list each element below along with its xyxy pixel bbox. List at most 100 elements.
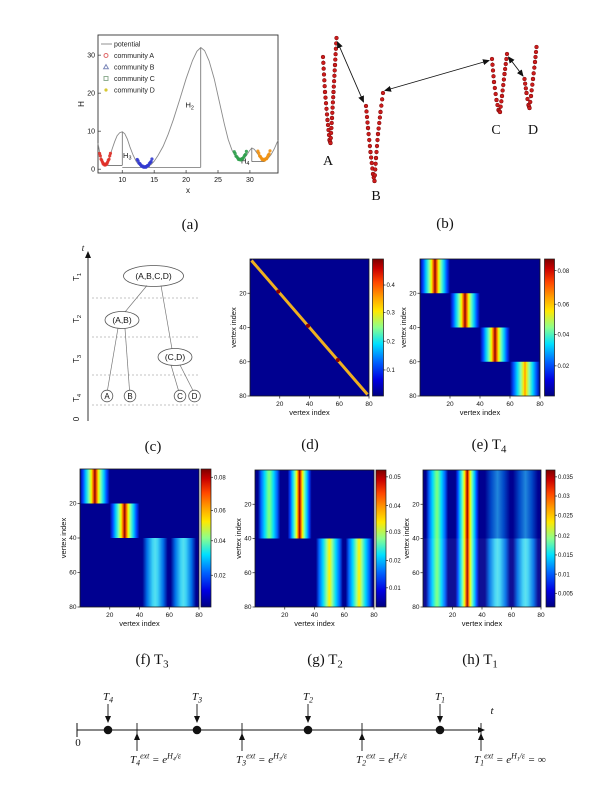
y-tick-label: 60 (409, 359, 417, 366)
barrier-annotation: H3 (105, 131, 131, 166)
vertex-dot (321, 60, 326, 65)
vertex-dot (525, 96, 530, 102)
colorbar (544, 258, 555, 397)
vertex-dot (367, 137, 372, 143)
vertex-dot (532, 59, 538, 65)
heatmap-band (510, 361, 540, 396)
event-dot (103, 725, 113, 735)
vertex-dot (321, 66, 326, 71)
heatmap-band (480, 327, 510, 362)
legend: potential community A community B community… (101, 42, 155, 95)
colorbar-tick-label: 0.08 (558, 269, 570, 275)
axis-level-label: T4 (72, 393, 83, 402)
x-tick-label: 60 (166, 612, 174, 619)
barrier-annotation: H2 (122, 47, 202, 168)
chain-D (522, 44, 539, 111)
tree-node-ellipse (123, 265, 184, 287)
y-axis-label: vertex index (399, 307, 408, 348)
heatmap-band (425, 470, 449, 607)
vertex-dot (534, 44, 539, 50)
vertex-dot (373, 161, 378, 166)
barrier-label: H4 (241, 156, 249, 167)
chain-C (489, 51, 510, 115)
x-axis-label: vertex index (294, 619, 335, 628)
x-tick-label: 40 (476, 401, 484, 408)
heatmap-f: 20 20 40 40 60 60 80 80 vertex index vertex index… (59, 468, 226, 628)
origin-label: 0 (75, 737, 81, 749)
vertex-dot (368, 155, 374, 160)
community-label-A: A (323, 154, 334, 169)
x-tick-label: 15 (150, 177, 158, 184)
axis-level-label: T1 (72, 273, 83, 281)
y-tick-label: 80 (69, 604, 77, 611)
heatmap-band (315, 538, 343, 607)
colorbar-tick-label: 0.02 (558, 364, 570, 370)
colorbar-tick-label: 0.04 (558, 333, 570, 339)
inter-community-arrow (507, 56, 524, 77)
y-axis-label: H (77, 101, 86, 107)
vertex-dot (528, 99, 533, 105)
vertex-dot (380, 90, 386, 96)
vertex-dot (372, 178, 377, 184)
diagonal-line (250, 259, 369, 396)
y-tick-label: 80 (409, 393, 417, 400)
vertex-dot (331, 79, 337, 84)
caption-g: (g) T2 (307, 652, 343, 670)
heatmap-band (512, 538, 539, 607)
vertex-dot (333, 52, 338, 57)
colorbar-tick-label: 0.3 (387, 311, 396, 317)
x-axis-label: vertex index (462, 619, 503, 628)
tree-node-label: (A,B) (112, 315, 132, 325)
y-tick-label: 60 (244, 570, 252, 577)
community-dot (257, 151, 261, 155)
x-tick-label: 20 (281, 612, 289, 619)
tree-node: (C,D) (157, 348, 193, 366)
colorbar-tick-label: 0.1 (387, 368, 396, 374)
colorbar-tick-label: 0.04 (214, 539, 226, 545)
community-B-dots (135, 157, 154, 169)
vertex-dot (377, 120, 382, 126)
y-tick-label: 80 (239, 393, 247, 400)
community-label-C: C (491, 123, 500, 138)
vertex-dot (326, 127, 331, 133)
vertex-dot (499, 93, 505, 99)
vertex-dot (502, 66, 508, 72)
heatmap-d: 20 20 40 40 60 60 80 80 vertex index vertex index… (229, 258, 396, 417)
y-tick-label: 40 (412, 536, 420, 543)
vertex-dot (489, 56, 495, 62)
vertex-dot (368, 149, 373, 155)
heatmap-g: 20 20 40 40 60 60 80 80 vertex index vertex index… (234, 469, 401, 628)
exit-time-formula: T4ext = eH4/ε (130, 752, 182, 768)
vertex-dot (533, 49, 539, 55)
colorbar-tick-label: 0.2 (387, 339, 396, 345)
y-tick-label: 20 (412, 501, 420, 508)
vertex-dot (493, 91, 498, 97)
x-axis-label: vertex index (460, 408, 501, 417)
vertex-dot (375, 137, 380, 143)
leaf-node: B (123, 389, 137, 403)
community-dot (97, 151, 102, 156)
caption-e: (e) T4 (472, 437, 507, 455)
y-tick-label: 60 (239, 359, 247, 366)
vertex-dot (374, 149, 379, 155)
diagonal-dot (335, 357, 340, 363)
x-tick-label: 60 (341, 612, 349, 619)
x-tick-label: 80 (536, 401, 544, 408)
vertex-dot (372, 173, 378, 178)
x-tick-label: 30 (246, 177, 254, 184)
y-tick-label: 30 (87, 53, 95, 60)
colorbar-tick-label: 0.035 (558, 475, 574, 481)
event-label: T4 (103, 691, 113, 704)
colorbar-tick-label: 0.005 (558, 592, 574, 598)
leaf-node-circle (100, 389, 114, 403)
colorbar-tick-label: 0.02 (389, 559, 401, 565)
vertex-dot (323, 101, 329, 106)
x-tick-label: 20 (106, 612, 114, 619)
vertex-dot (366, 131, 371, 137)
community-dot (244, 149, 249, 153)
caption-c: (c) (145, 439, 162, 455)
heatmap-band (484, 538, 511, 607)
y-axis-label: vertex index (59, 518, 68, 559)
colorbar-tick-label: 0.08 (214, 475, 226, 481)
heatmap-band (345, 538, 373, 607)
